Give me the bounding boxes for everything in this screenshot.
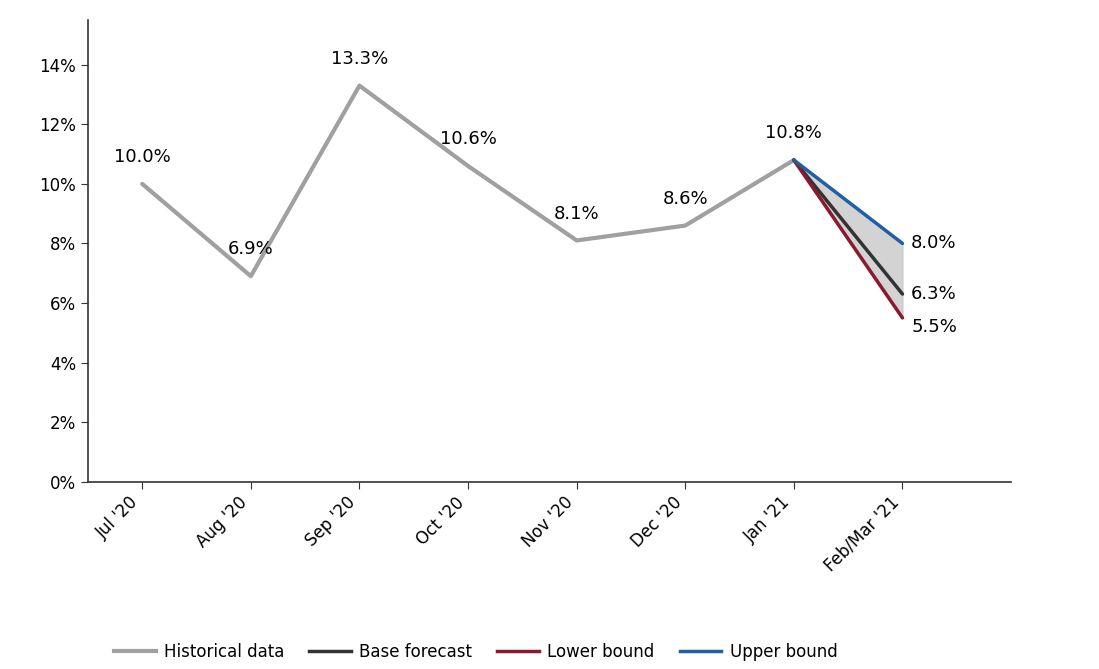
Text: 8.6%: 8.6%: [663, 190, 708, 207]
Text: 5.5%: 5.5%: [911, 318, 957, 336]
Text: 10.6%: 10.6%: [440, 130, 497, 148]
Text: 13.3%: 13.3%: [331, 50, 388, 68]
Text: 10.0%: 10.0%: [114, 148, 170, 166]
Text: 6.9%: 6.9%: [227, 240, 274, 258]
Text: 8.0%: 8.0%: [911, 234, 956, 252]
Text: 10.8%: 10.8%: [765, 124, 822, 142]
Text: 6.3%: 6.3%: [911, 285, 957, 303]
Legend: Historical data, Base forecast, Lower bound, Upper bound: Historical data, Base forecast, Lower bo…: [108, 636, 844, 667]
Text: 8.1%: 8.1%: [554, 205, 599, 223]
